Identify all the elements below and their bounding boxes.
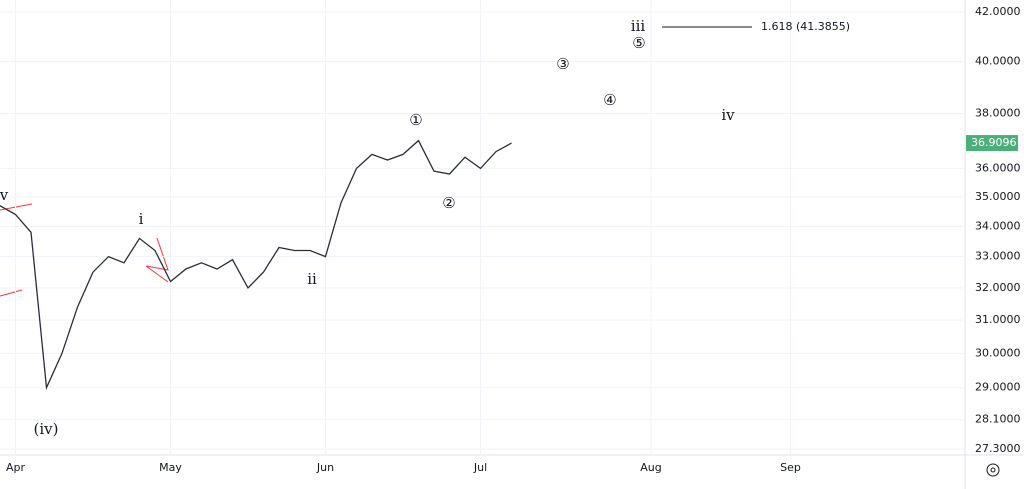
wave-label: ① (409, 111, 422, 129)
x-tick-label: Apr (6, 461, 26, 474)
drawn-line (145, 237, 169, 283)
wave-label: iv (721, 106, 735, 124)
y-tick-label: 42.0000 (975, 5, 1021, 18)
wave-label: i (139, 210, 144, 228)
wave-label: 1.618 (41.3855) (761, 20, 850, 33)
y-tick-label: 29.0000 (975, 381, 1021, 394)
y-tick-label: 35.0000 (975, 190, 1021, 203)
y-tick-label: 31.0000 (975, 313, 1021, 326)
settings-icon-center (990, 467, 996, 473)
y-tick-label: 32.0000 (975, 281, 1021, 294)
y-tick-label: 40.0000 (975, 54, 1021, 67)
y-tick-label: 38.0000 (975, 107, 1021, 120)
wave-label: v (0, 186, 9, 204)
wave-label: ③ (556, 55, 569, 73)
y-tick-label: 27.3000 (975, 442, 1021, 455)
wave-label: ④ (603, 91, 616, 109)
wave-label: ii (307, 270, 317, 288)
settings-icon[interactable] (986, 463, 1000, 477)
wave-label: (iv) (34, 420, 59, 438)
x-tick-label: Jun (316, 461, 334, 474)
x-tick-label: Sep (780, 461, 801, 474)
x-tick-label: Aug (640, 461, 661, 474)
x-tick-label: Jul (473, 461, 487, 474)
wave-label: ② (442, 194, 455, 212)
y-tick-label: 28.1000 (975, 413, 1021, 426)
y-tick-label: 30.0000 (975, 346, 1021, 359)
price-badge-label: 36.9096 (971, 136, 1017, 149)
y-tick-label: 34.0000 (975, 219, 1021, 232)
wave-label: iii (631, 17, 646, 35)
y-tick-label: 33.0000 (975, 250, 1021, 263)
wave-label: ⑤ (632, 34, 645, 52)
drawn-line (0, 289, 23, 297)
x-tick-label: May (159, 461, 182, 474)
y-tick-label: 36.0000 (975, 161, 1021, 174)
price-badge (966, 135, 1018, 152)
price-line (0, 139, 512, 391)
